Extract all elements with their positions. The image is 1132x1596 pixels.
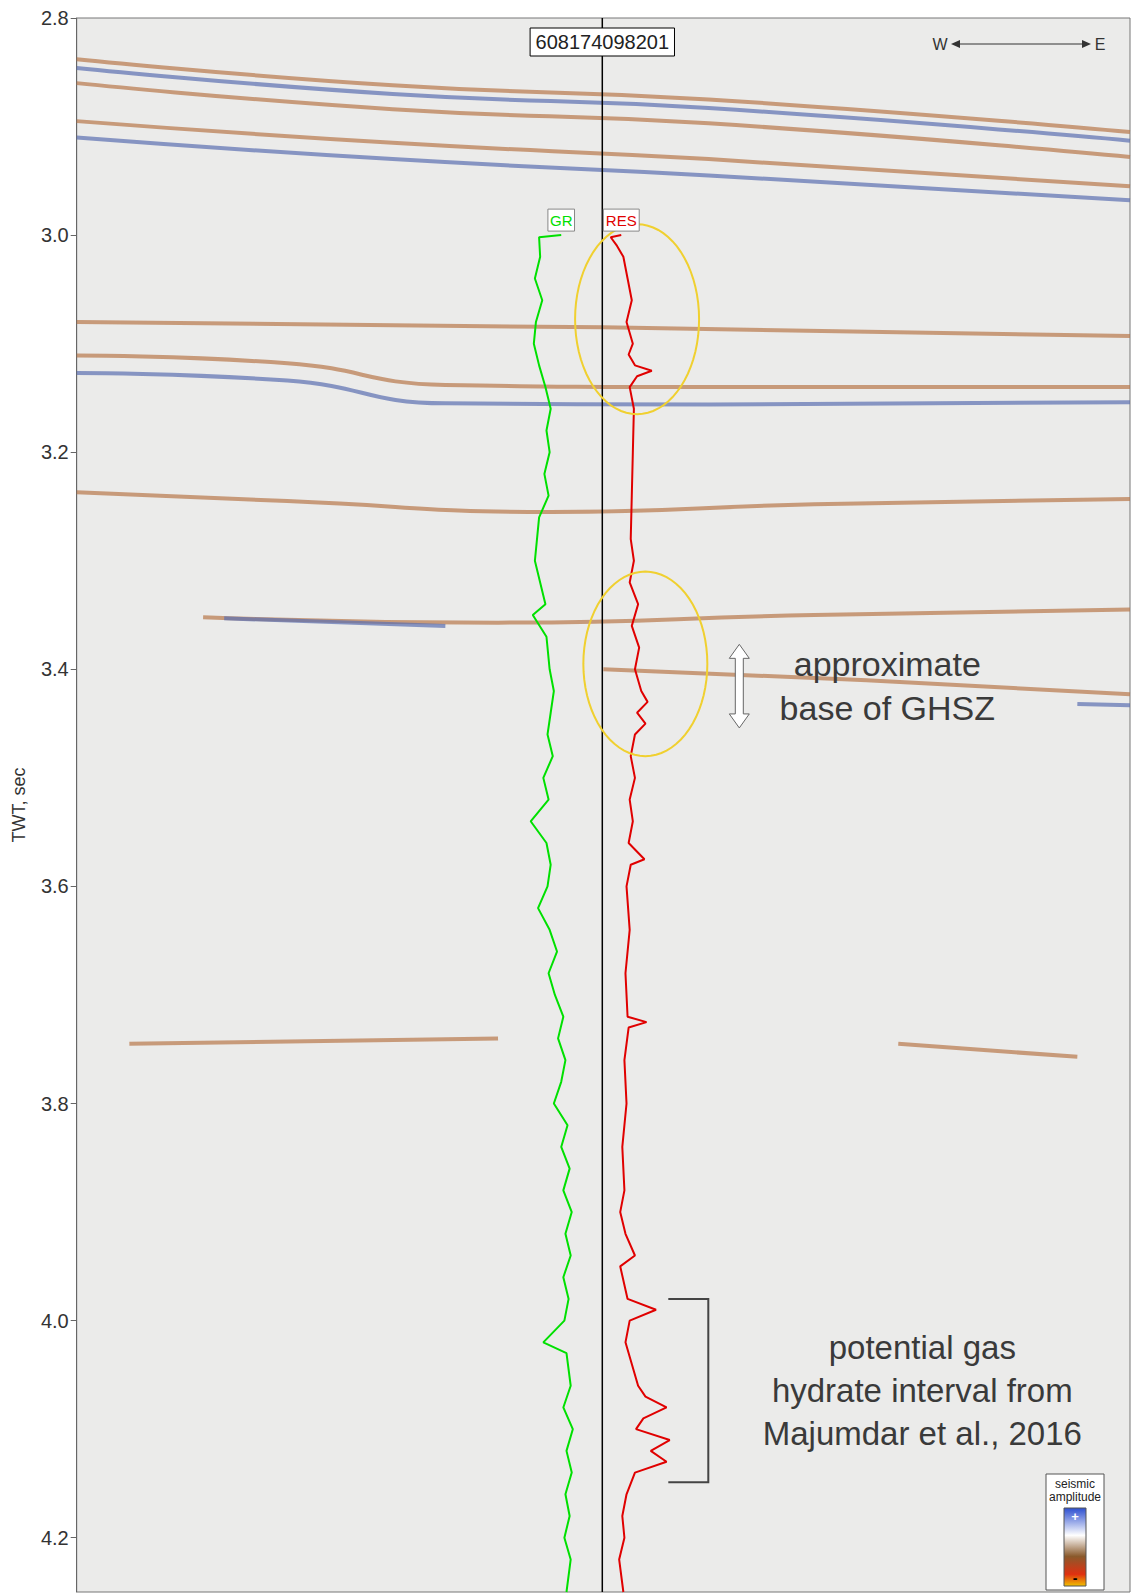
svg-text:Majumdar et al., 2016: Majumdar et al., 2016 bbox=[763, 1415, 1082, 1452]
svg-text:3.8: 3.8 bbox=[41, 1093, 69, 1115]
svg-text:TWT, sec: TWT, sec bbox=[9, 768, 29, 843]
svg-text:3.0: 3.0 bbox=[41, 224, 69, 246]
svg-text:+: + bbox=[1071, 1509, 1079, 1524]
svg-text:RES: RES bbox=[606, 212, 637, 229]
svg-text:hydrate interval from: hydrate interval from bbox=[772, 1372, 1073, 1409]
svg-text:4.2: 4.2 bbox=[41, 1527, 69, 1549]
svg-text:4.0: 4.0 bbox=[41, 1310, 69, 1332]
svg-text:E: E bbox=[1095, 36, 1106, 53]
svg-text:approximate: approximate bbox=[794, 645, 981, 683]
svg-text:seismic: seismic bbox=[1055, 1477, 1095, 1491]
svg-text:2.8: 2.8 bbox=[41, 7, 69, 29]
svg-text:base of GHSZ: base of GHSZ bbox=[780, 689, 995, 727]
svg-text:3.2: 3.2 bbox=[41, 441, 69, 463]
svg-text:GR: GR bbox=[550, 212, 573, 229]
svg-text:608174098201: 608174098201 bbox=[536, 31, 669, 53]
svg-text:-: - bbox=[1073, 1570, 1078, 1586]
svg-text:W: W bbox=[932, 36, 948, 53]
svg-text:potential gas: potential gas bbox=[829, 1329, 1016, 1366]
svg-text:amplitude: amplitude bbox=[1049, 1490, 1101, 1504]
svg-text:3.6: 3.6 bbox=[41, 875, 69, 897]
svg-text:3.4: 3.4 bbox=[41, 658, 69, 680]
